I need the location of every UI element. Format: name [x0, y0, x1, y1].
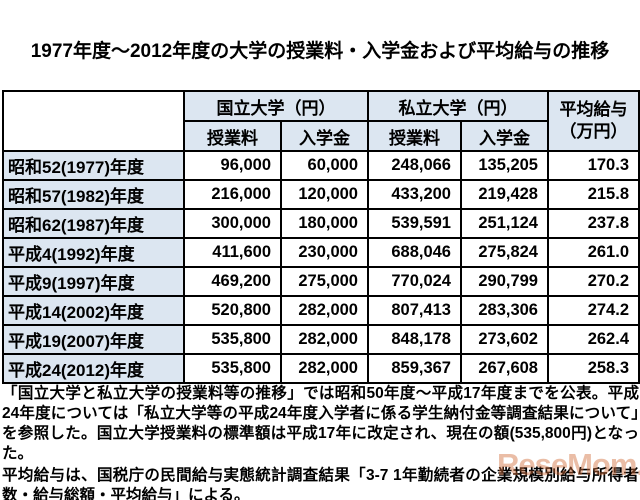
year-label: 平成4(1992)年度	[2, 237, 185, 268]
average-salary-value: 261.0	[547, 237, 640, 268]
national-tuition-value: 96,000	[183, 150, 282, 181]
national-admission-value: 282,000	[280, 324, 369, 355]
national-admission-value: 120,000	[280, 179, 369, 210]
year-label: 平成14(2002)年度	[2, 295, 185, 326]
average-salary-value: 270.2	[547, 266, 640, 297]
corner-cell	[2, 90, 185, 152]
year-label: 平成24(2012)年度	[2, 353, 185, 384]
national-admission-value: 60,000	[280, 150, 369, 181]
header-row-subheaders: 授業料 入学金 授業料 入学金	[3, 120, 639, 152]
private-tuition-value: 688,046	[367, 237, 462, 268]
national-tuition-value: 520,800	[183, 295, 282, 326]
private-admission-value: 267,608	[460, 353, 549, 384]
national-tuition-value: 469,200	[183, 266, 282, 297]
national-admission-value: 230,000	[280, 237, 369, 268]
year-label: 平成9(1997)年度	[2, 266, 185, 297]
header-private-admission: 入学金	[460, 120, 549, 152]
private-admission-value: 283,306	[460, 295, 549, 326]
header-average-salary-line2: （万円）	[559, 122, 628, 141]
national-tuition-value: 535,800	[183, 353, 282, 384]
average-salary-value: 237.8	[547, 208, 640, 239]
average-salary-value: 262.4	[547, 324, 640, 355]
private-tuition-value: 770,024	[367, 266, 462, 297]
private-tuition-value: 859,367	[367, 353, 462, 384]
private-admission-value: 251,124	[460, 208, 549, 239]
national-tuition-value: 216,000	[183, 179, 282, 210]
average-salary-value: 274.2	[547, 295, 640, 326]
year-label: 昭和57(1982)年度	[2, 179, 185, 210]
note-paragraph-salary: 平均給与は、国税庁の民間給与実態統計調査結果「3-7 1年勤続者の企業規模別給与…	[2, 467, 639, 500]
header-national-admission: 入学金	[280, 120, 369, 152]
national-tuition-value: 411,600	[183, 237, 282, 268]
figure-title: 1977年度～2012年度の大学の授業料・入学金および平均給与の推移	[30, 41, 610, 62]
national-admission-value: 282,000	[280, 353, 369, 384]
table-row-1982: 昭和57(1982)年度 216,000 120,000 433,200 219…	[2, 179, 640, 210]
year-label: 平成19(2007)年度	[2, 324, 185, 355]
private-admission-value: 135,205	[460, 150, 549, 181]
table-row-1977: 昭和52(1977)年度 96,000 60,000 248,066 135,2…	[2, 150, 640, 181]
private-tuition-value: 433,200	[367, 179, 462, 210]
table-row-1997: 平成9(1997)年度 469,200 275,000 770,024 290,…	[2, 266, 640, 297]
header-average-salary-line1: 平均給与	[559, 100, 628, 119]
table-row-2012: 平成24(2012)年度 535,800 282,000 859,367 267…	[2, 353, 640, 384]
private-admission-value: 219,428	[460, 179, 549, 210]
private-admission-value: 275,824	[460, 237, 549, 268]
national-admission-value: 282,000	[280, 295, 369, 326]
national-tuition-value: 535,800	[183, 324, 282, 355]
table-row-1992: 平成4(1992)年度 411,600 230,000 688,046 275,…	[2, 237, 640, 268]
header-average-salary: 平均給与 （万円）	[547, 90, 640, 152]
header-national-university: 国立大学（円）	[183, 90, 369, 122]
average-salary-value: 170.3	[547, 150, 640, 181]
header-private-tuition: 授業料	[367, 120, 462, 152]
national-tuition-value: 300,000	[183, 208, 282, 239]
private-tuition-value: 539,591	[367, 208, 462, 239]
header-private-university: 私立大学（円）	[367, 90, 549, 122]
private-admission-value: 290,799	[460, 266, 549, 297]
private-tuition-value: 248,066	[367, 150, 462, 181]
table-row-2007: 平成19(2007)年度 535,800 282,000 848,178 273…	[2, 324, 640, 355]
national-admission-value: 275,000	[280, 266, 369, 297]
header-row-groups: 国立大学（円） 私立大学（円） 平均給与 （万円）	[2, 90, 640, 152]
source-notes: 「国立大学と私立大学の授業料等の推移」では昭和50年度～平成17年度までを公表。…	[2, 384, 639, 500]
private-admission-value: 273,602	[460, 324, 549, 355]
private-tuition-value: 807,413	[367, 295, 462, 326]
year-label: 昭和62(1987)年度	[2, 208, 185, 239]
table-row-2002: 平成14(2002)年度 520,800 282,000 807,413 283…	[2, 295, 640, 326]
tuition-table: 国立大学（円） 私立大学（円） 平均給与 （万円） 授業料 入学金 授業料 入学…	[2, 90, 640, 384]
note-paragraph-sources: 「国立大学と私立大学の授業料等の推移」では昭和50年度～平成17年度までを公表。…	[2, 385, 639, 462]
header-national-tuition: 授業料	[183, 120, 282, 152]
national-admission-value: 180,000	[280, 208, 369, 239]
average-salary-value: 215.8	[547, 179, 640, 210]
year-label: 昭和52(1977)年度	[2, 150, 185, 181]
average-salary-value: 258.3	[547, 353, 640, 384]
table-row-1987: 昭和62(1987)年度 300,000 180,000 539,591 251…	[2, 208, 640, 239]
private-tuition-value: 848,178	[367, 324, 462, 355]
